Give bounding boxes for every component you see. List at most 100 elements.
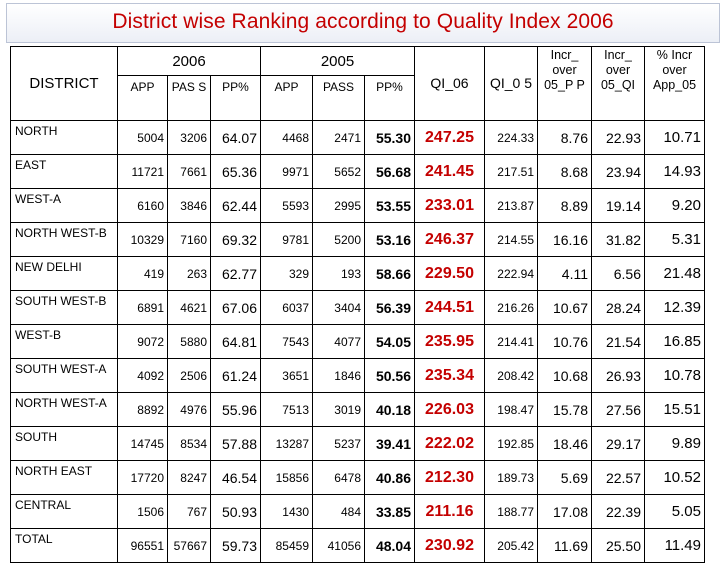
- pp-2005-cell: 40.86: [364, 460, 415, 495]
- app-2006-cell: 419: [117, 256, 168, 291]
- pp-2006-cell: 59.73: [210, 528, 261, 563]
- district-cell: NORTH: [10, 120, 118, 155]
- district-cell: CENTRAL: [10, 494, 118, 529]
- qi-2005-cell: 189.73: [484, 460, 538, 495]
- app-2005-cell: 15856: [260, 460, 313, 495]
- incr-app-cell: 10.52: [644, 460, 705, 495]
- incr-app-cell: 12.39: [644, 290, 705, 325]
- table-row: WEST-B 9072 5880 64.81 7543 4077 54.05 235.95 21…: [10, 324, 705, 359]
- district-cell: NORTH EAST: [10, 460, 118, 495]
- incr-qi-cell: 28.24: [591, 290, 645, 325]
- incr-pp-cell: 8.76: [537, 120, 592, 155]
- app-2005-cell: 7543: [260, 324, 313, 359]
- table-row: CENTRAL 1506 767 50.93 1430 484 33.85 211.16 188…: [10, 494, 705, 529]
- qi-2005-cell: 213.87: [484, 188, 538, 223]
- incr-pp-cell: 4.11: [537, 256, 592, 291]
- app-2006-cell: 4092: [117, 358, 168, 393]
- pp-2005-cell: 56.39: [364, 290, 415, 325]
- header-app-2006: APP: [117, 75, 168, 121]
- incr-app-cell: 21.48: [644, 256, 705, 291]
- header-pass-2005: PASS: [312, 75, 365, 121]
- pp-2005-cell: 39.41: [364, 426, 415, 461]
- district-cell: EAST: [10, 154, 118, 189]
- pp-2005-cell: 53.55: [364, 188, 415, 223]
- pp-2005-cell: 53.16: [364, 222, 415, 257]
- title-band: [6, 3, 720, 43]
- pp-2006-cell: 65.36: [210, 154, 261, 189]
- qi-2005-cell: 192.85: [484, 426, 538, 461]
- app-2006-cell: 10329: [117, 222, 168, 257]
- app-2006-cell: 17720: [117, 460, 168, 495]
- header-incr-qi: Incr_ over 05_QI: [591, 46, 645, 121]
- incr-qi-cell: 27.56: [591, 392, 645, 427]
- qi-2006-cell: 241.45: [414, 154, 485, 189]
- table-row: NORTH EAST 17720 8247 46.54 15856 6478 40.86 21…: [10, 460, 705, 495]
- table-row: NORTH WEST-B 10329 7160 69.32 9781 5200 53.16 2…: [10, 222, 705, 257]
- incr-qi-cell: 25.50: [591, 528, 645, 563]
- pass-2005-cell: 1846: [312, 358, 365, 393]
- qi-2005-cell: 188.77: [484, 494, 538, 529]
- incr-pp-cell: 15.78: [537, 392, 592, 427]
- pass-2005-cell: 484: [312, 494, 365, 529]
- incr-app-cell: 10.78: [644, 358, 705, 393]
- qi-2005-cell: 224.33: [484, 120, 538, 155]
- incr-qi-cell: 19.14: [591, 188, 645, 223]
- pp-2005-cell: 48.04: [364, 528, 415, 563]
- incr-app-cell: 10.71: [644, 120, 705, 155]
- pass-2006-cell: 57667: [167, 528, 211, 563]
- qi-2006-cell: 235.95: [414, 324, 485, 359]
- incr-app-cell: 5.05: [644, 494, 705, 529]
- qi-2006-cell: 247.25: [414, 120, 485, 155]
- app-2006-cell: 9072: [117, 324, 168, 359]
- incr-pp-cell: 8.68: [537, 154, 592, 189]
- table-row: NEW DELHI 419 263 62.77 329 193 58.66 229.50 222…: [10, 256, 705, 291]
- pp-2006-cell: 46.54: [210, 460, 261, 495]
- header-incr-pp: Incr_ over 05_P P: [537, 46, 592, 121]
- incr-qi-cell: 21.54: [591, 324, 645, 359]
- district-cell: TOTAL: [10, 528, 118, 563]
- table-row: NORTH WEST-A 8892 4976 55.96 7513 3019 40.18 22…: [10, 392, 705, 427]
- pass-2006-cell: 4976: [167, 392, 211, 427]
- incr-pp-cell: 11.69: [537, 528, 592, 563]
- district-cell: WEST-A: [10, 188, 118, 223]
- table-body: NORTH 5004 3206 64.07 4468 2471 55.30 247.25 224…: [10, 120, 705, 563]
- incr-app-cell: 9.20: [644, 188, 705, 223]
- pass-2006-cell: 8247: [167, 460, 211, 495]
- app-2005-cell: 85459: [260, 528, 313, 563]
- table-row: NORTH 5004 3206 64.07 4468 2471 55.30 247.25 224…: [10, 120, 705, 155]
- incr-app-cell: 11.49: [644, 528, 705, 563]
- pass-2005-cell: 5200: [312, 222, 365, 257]
- table-row: TOTAL 96551 57667 59.73 85459 41056 48.04 230.9…: [10, 528, 705, 563]
- table-row: SOUTH WEST-B 6891 4621 67.06 6037 3404 56.39 24…: [10, 290, 705, 325]
- incr-qi-cell: 29.17: [591, 426, 645, 461]
- qi-2005-cell: 208.42: [484, 358, 538, 393]
- app-2005-cell: 6037: [260, 290, 313, 325]
- pass-2006-cell: 3846: [167, 188, 211, 223]
- pp-2006-cell: 50.93: [210, 494, 261, 529]
- incr-qi-cell: 22.57: [591, 460, 645, 495]
- district-cell: SOUTH: [10, 426, 118, 461]
- table-row: SOUTH WEST-A 4092 2506 61.24 3651 1846 50.56 23…: [10, 358, 705, 393]
- app-2005-cell: 329: [260, 256, 313, 291]
- pp-2006-cell: 64.81: [210, 324, 261, 359]
- app-2006-cell: 96551: [117, 528, 168, 563]
- app-2006-cell: 6891: [117, 290, 168, 325]
- header-year-2005: 2005: [260, 46, 415, 76]
- qi-2006-cell: 244.51: [414, 290, 485, 325]
- qi-2005-cell: 198.47: [484, 392, 538, 427]
- qi-2006-cell: 233.01: [414, 188, 485, 223]
- qi-2005-cell: 216.26: [484, 290, 538, 325]
- header-year-2006: 2006: [117, 46, 261, 76]
- pass-2005-cell: 3019: [312, 392, 365, 427]
- app-2005-cell: 7513: [260, 392, 313, 427]
- app-2006-cell: 6160: [117, 188, 168, 223]
- district-cell: NEW DELHI: [10, 256, 118, 291]
- district-cell: SOUTH WEST-A: [10, 358, 118, 393]
- app-2005-cell: 4468: [260, 120, 313, 155]
- incr-pp-cell: 10.76: [537, 324, 592, 359]
- qi-2006-cell: 230.92: [414, 528, 485, 563]
- incr-app-cell: 9.89: [644, 426, 705, 461]
- app-2005-cell: 1430: [260, 494, 313, 529]
- header-pp-2006: PP%: [210, 75, 261, 121]
- incr-pp-cell: 8.89: [537, 188, 592, 223]
